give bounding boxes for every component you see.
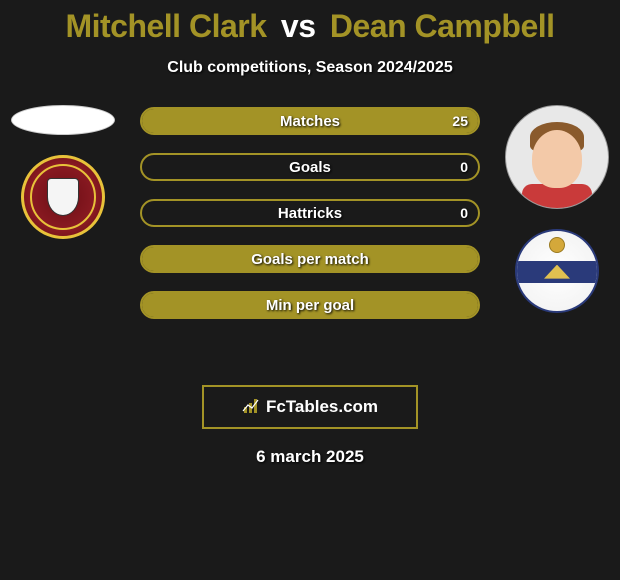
- chart-icon: [242, 397, 260, 418]
- stat-bar: Min per goal: [140, 291, 480, 319]
- subtitle: Club competitions, Season 2024/2025: [0, 59, 620, 77]
- right-player-column: [502, 105, 612, 313]
- comparison-content: Matches25Goals0Hattricks0Goals per match…: [0, 105, 620, 365]
- stat-label: Matches: [142, 109, 478, 133]
- stat-label: Hattricks: [142, 201, 478, 225]
- brand-box: FcTables.com: [202, 385, 418, 429]
- date-text: 6 march 2025: [0, 447, 620, 467]
- stat-bars: Matches25Goals0Hattricks0Goals per match…: [140, 107, 480, 319]
- stat-value-right: 25: [452, 109, 468, 133]
- stat-value-right: 0: [460, 155, 468, 179]
- stat-bar: Goals0: [140, 153, 480, 181]
- accrington-stanley-crest: [21, 155, 105, 239]
- stat-label: Min per goal: [142, 293, 478, 317]
- mitchell-clark-photo: [11, 105, 115, 135]
- left-player-column: [8, 105, 118, 239]
- title-vs: vs: [281, 8, 316, 44]
- dean-campbell-photo: [505, 105, 609, 209]
- title-player1: Mitchell Clark: [65, 8, 266, 44]
- stat-bar: Goals per match: [140, 245, 480, 273]
- page-title: Mitchell Clark vs Dean Campbell: [0, 8, 620, 45]
- title-player2: Dean Campbell: [330, 8, 555, 44]
- stat-bar: Hattricks0: [140, 199, 480, 227]
- brand-text: FcTables.com: [266, 397, 378, 417]
- barrow-crest: [515, 229, 599, 313]
- stat-label: Goals per match: [142, 247, 478, 271]
- stat-value-right: 0: [460, 201, 468, 225]
- stat-label: Goals: [142, 155, 478, 179]
- header: Mitchell Clark vs Dean Campbell Club com…: [0, 0, 620, 77]
- stat-bar: Matches25: [140, 107, 480, 135]
